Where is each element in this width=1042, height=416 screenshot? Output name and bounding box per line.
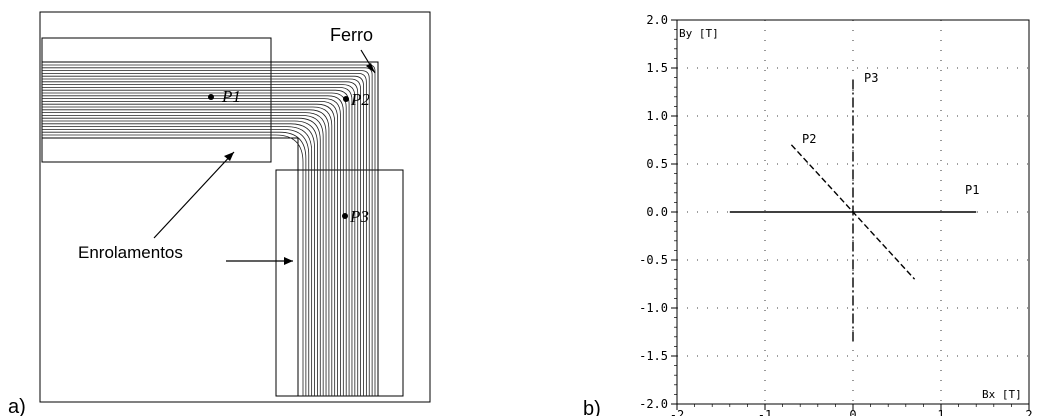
series-label-p1: P1 <box>965 183 979 197</box>
y-tick-label: 2.0 <box>646 13 668 27</box>
field-line <box>42 109 330 396</box>
winding-upper <box>41 37 272 163</box>
field-line <box>42 117 321 396</box>
x-tick-label: 1 <box>937 408 944 416</box>
chart-ticks <box>671 19 1030 410</box>
field-line <box>42 134 304 396</box>
field-line <box>42 73 367 396</box>
field-line <box>42 67 373 396</box>
windings-arrow-upper <box>153 151 235 239</box>
field-line <box>42 75 364 396</box>
field-line <box>42 64 376 396</box>
y-axis-label: By [T] <box>679 27 719 40</box>
iron-core-inner-corner <box>42 137 299 396</box>
y-tick-label: 0.5 <box>646 157 668 171</box>
domain-boundary <box>39 11 431 403</box>
y-tick-label: -1.0 <box>639 301 668 315</box>
field-line <box>42 101 338 396</box>
point-label-p3: P3 <box>349 207 369 226</box>
field-lines <box>42 64 376 396</box>
point-marker-p1 <box>208 94 214 100</box>
series-label-p2: P2 <box>802 132 816 146</box>
windings-label: Enrolamentos <box>78 243 183 262</box>
field-line <box>42 87 353 396</box>
chart-series <box>729 79 977 345</box>
field-line <box>42 120 318 396</box>
field-line <box>42 95 344 396</box>
point-marker-p3 <box>342 213 348 219</box>
point-marker-p2 <box>343 96 349 102</box>
y-tick-label: -0.5 <box>639 253 668 267</box>
point-label-p2: P2 <box>350 90 370 109</box>
iron-label: Ferro <box>330 25 373 45</box>
series-label-p3: P3 <box>864 71 878 85</box>
field-line <box>42 103 336 396</box>
panel-a-field-lines-diagram: P1 P2 P3 Ferro Enrolamentos a) <box>8 11 431 416</box>
field-line <box>42 98 341 396</box>
point-label-p1: P1 <box>221 87 241 106</box>
winding-lower <box>275 169 404 397</box>
iron-core-outline <box>42 61 379 396</box>
field-line <box>42 84 356 396</box>
field-line <box>42 92 347 396</box>
panel-b-chart: 2.0 1.5 1.0 0.5 0.0 -0.5 -1.0 -1.5 -2.0-2 -1 0 1 2 B… <box>583 13 1033 416</box>
x-axis-label: Bx [T] <box>982 388 1022 401</box>
x-tick-label: 2 <box>1025 408 1032 416</box>
x-tick-label: -1 <box>758 408 772 416</box>
chart-tick-labels: 2.0 1.5 1.0 0.5 0.0 -0.5 -1.0 -1.5 -2.0-2 -1 0 1 2 <box>639 13 1033 416</box>
panel-b-label: b) <box>583 398 601 416</box>
field-line <box>42 81 359 396</box>
y-tick-label: -2.0 <box>639 397 668 411</box>
x-tick-label: -2 <box>670 408 684 416</box>
field-line <box>42 78 361 396</box>
field-line <box>42 89 350 396</box>
windings-arrow-upper-head <box>224 152 234 161</box>
y-tick-label: -1.5 <box>639 349 668 363</box>
panel-a-label: a) <box>8 396 26 416</box>
x-tick-label: 0 <box>849 408 856 416</box>
field-line <box>42 123 315 396</box>
y-tick-label: 0.0 <box>646 205 668 219</box>
field-line <box>42 126 313 396</box>
field-line <box>42 106 333 396</box>
windings-arrow-lower-head <box>284 257 293 265</box>
field-line <box>42 129 310 396</box>
field-line <box>42 115 324 396</box>
y-tick-label: 1.0 <box>646 109 668 123</box>
iron-arrow-head <box>366 63 375 73</box>
field-line <box>42 131 307 396</box>
field-line <box>42 112 327 396</box>
field-line <box>42 70 370 396</box>
y-tick-label: 1.5 <box>646 61 668 75</box>
